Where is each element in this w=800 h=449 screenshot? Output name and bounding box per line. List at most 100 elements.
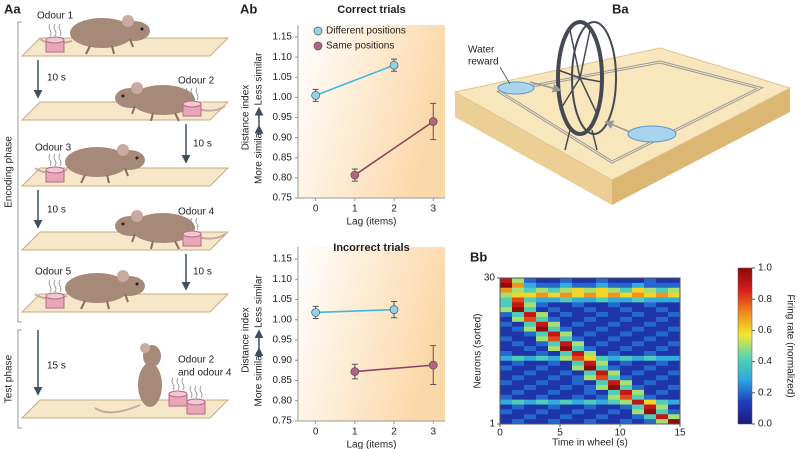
heatmap-cell xyxy=(512,316,525,323)
heatmap-cell xyxy=(620,292,633,298)
heatmap-cell xyxy=(512,297,525,303)
heatmap-cell xyxy=(572,385,585,391)
heatmap-cell xyxy=(668,409,681,415)
running-wheel xyxy=(556,20,617,151)
heatmap-cell xyxy=(548,351,561,357)
heatmap-cell xyxy=(500,419,513,425)
heatmap-cell xyxy=(632,380,645,386)
y-tick-label: 1.00 xyxy=(273,314,293,325)
heatmap-cell xyxy=(512,360,525,366)
heatmap-cell xyxy=(524,282,537,289)
x-tick-label: 0 xyxy=(313,204,319,215)
y-axis-label: Neurons (sorted) xyxy=(473,313,484,388)
heatmap-cell xyxy=(644,370,657,376)
heatmap-cell xyxy=(560,346,573,352)
heatmap-cell xyxy=(572,282,585,289)
heatmap-cell xyxy=(536,292,549,298)
heatmap-cell xyxy=(608,321,621,327)
heatmap-cell xyxy=(512,375,525,381)
heatmap-cell xyxy=(524,414,537,420)
heatmap-cell xyxy=(584,321,597,327)
annotation: reward xyxy=(468,57,499,68)
heatmap-cell xyxy=(608,419,621,425)
data-point xyxy=(350,367,360,376)
plot-frame xyxy=(499,277,681,425)
heatmap-cell xyxy=(500,278,513,284)
heatmap-cell xyxy=(572,287,585,293)
heatmap-cell xyxy=(548,341,561,347)
heatmap-cell xyxy=(524,394,537,400)
heatmap-cell xyxy=(620,380,633,386)
heatmap-cell xyxy=(536,346,549,352)
odour-label: Odour 3 xyxy=(35,143,72,154)
heatmap-cell xyxy=(632,419,645,425)
heatmap-cell xyxy=(668,375,681,381)
heatmap-cell xyxy=(524,419,537,425)
heatmap-cell xyxy=(596,346,609,352)
heatmap-cell xyxy=(584,336,597,342)
heatmap-cell xyxy=(524,341,537,347)
data-point xyxy=(428,117,438,126)
heatmap-cell xyxy=(584,399,597,405)
heatmap-cell xyxy=(548,302,561,308)
heatmap-cell xyxy=(668,336,681,342)
heatmap-cell xyxy=(536,287,549,293)
x-tick-label: 2 xyxy=(391,204,397,215)
heatmap-cell xyxy=(644,394,657,400)
heatmap-cell xyxy=(524,292,537,298)
y-axis-label: Less similar xyxy=(254,275,265,328)
heatmap-cell xyxy=(536,326,549,332)
heatmap-cell xyxy=(656,287,669,293)
heatmap-cell xyxy=(596,370,609,376)
heatmap-cell xyxy=(608,302,621,308)
y-tick-label: 0.90 xyxy=(273,355,293,366)
heatmap-cell xyxy=(596,316,609,323)
heatmap-cell xyxy=(620,394,633,400)
heatmap-cell xyxy=(632,365,645,371)
heatmap-cell xyxy=(500,297,513,303)
heatmap-cell xyxy=(620,302,633,308)
heatmap-cell xyxy=(536,321,549,327)
heatmap-cell xyxy=(560,409,573,415)
heatmap-cell xyxy=(608,282,621,289)
heatmap-cell xyxy=(560,375,573,381)
heatmap-cell xyxy=(572,336,585,342)
heatmap-cell xyxy=(668,385,681,391)
heatmap-cell xyxy=(668,326,681,332)
y-tick-label: 0.95 xyxy=(273,335,293,346)
heatmap-cell xyxy=(512,302,525,308)
panel-label: Aa xyxy=(4,1,21,16)
heatmap-cell xyxy=(644,307,657,313)
plot-background xyxy=(298,247,445,421)
heatmap-cell xyxy=(668,278,681,284)
heatmap-cell xyxy=(656,380,669,386)
heatmap-cell xyxy=(560,326,573,332)
heatmap-cell xyxy=(584,419,597,425)
heatmap-cell xyxy=(524,370,537,376)
heatmap-cell xyxy=(500,360,513,366)
data-point xyxy=(311,308,320,317)
heatmap-cell xyxy=(536,419,549,425)
heatmap-cell xyxy=(572,380,585,386)
heatmap-cell xyxy=(632,321,645,327)
heatmap-cell xyxy=(524,360,537,366)
heatmap-cell xyxy=(620,331,633,337)
heatmap-cell xyxy=(548,409,561,415)
heatmap-cell xyxy=(572,326,585,332)
heatmap-cell xyxy=(500,316,513,323)
heatmap-cell xyxy=(572,404,585,410)
heatmap-cell xyxy=(608,336,621,342)
heatmap-cell xyxy=(572,414,585,420)
heatmap-cell xyxy=(668,365,681,371)
phase-bracket xyxy=(17,329,22,429)
heatmap-cell xyxy=(644,365,657,371)
heatmap-cell xyxy=(620,404,633,410)
heatmap-cell xyxy=(584,389,597,396)
heatmap-cell xyxy=(644,278,657,284)
panel-label: Ab xyxy=(240,1,257,16)
heatmap-cell xyxy=(668,351,681,357)
heatmap-cell xyxy=(608,399,621,405)
data-point xyxy=(389,305,399,314)
heatmap-cell xyxy=(584,365,597,371)
heatmap-cell xyxy=(560,312,573,318)
